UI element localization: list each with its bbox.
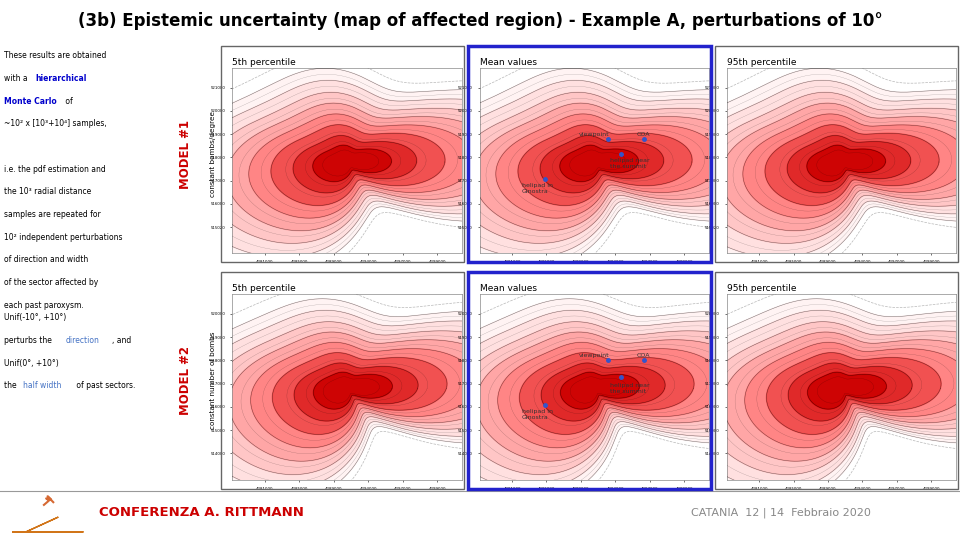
Polygon shape — [251, 342, 476, 448]
Text: of direction and width: of direction and width — [4, 255, 88, 265]
Text: , and: , and — [112, 336, 132, 345]
Text: the 10³ radial distance: the 10³ radial distance — [4, 187, 91, 197]
Text: MODEL #1: MODEL #1 — [179, 120, 192, 188]
Text: Mean values: Mean values — [479, 284, 537, 293]
Polygon shape — [540, 136, 663, 193]
Polygon shape — [476, 332, 752, 461]
Text: 5th percentile: 5th percentile — [232, 58, 297, 67]
Text: constant bombs/degree: constant bombs/degree — [210, 111, 216, 197]
Polygon shape — [518, 125, 692, 206]
Text: the: the — [4, 381, 19, 390]
Polygon shape — [406, 299, 846, 504]
Polygon shape — [207, 322, 534, 475]
Polygon shape — [788, 363, 912, 421]
Polygon shape — [495, 114, 720, 218]
Text: samples are repeated for: samples are repeated for — [4, 210, 101, 219]
Text: of: of — [63, 97, 73, 106]
Text: COA: COA — [636, 353, 650, 359]
Text: 5th percentile: 5th percentile — [232, 284, 297, 293]
Text: viewpoint: viewpoint — [579, 132, 610, 137]
Polygon shape — [560, 145, 638, 181]
Polygon shape — [787, 136, 911, 193]
Polygon shape — [273, 353, 447, 434]
Polygon shape — [180, 80, 562, 258]
Polygon shape — [313, 145, 392, 181]
Text: Mean values: Mean values — [479, 58, 537, 67]
Text: COA: COA — [636, 132, 650, 137]
Text: hierarchical: hierarchical — [36, 74, 87, 83]
Polygon shape — [159, 299, 598, 504]
Text: Unif(-10°, +10°): Unif(-10°, +10°) — [4, 313, 66, 322]
Polygon shape — [766, 353, 941, 434]
Polygon shape — [674, 80, 960, 258]
Text: each past paroxysm.: each past paroxysm. — [4, 301, 84, 310]
Polygon shape — [541, 363, 665, 421]
Polygon shape — [454, 322, 780, 475]
Polygon shape — [314, 372, 393, 409]
Text: constant number of bombs: constant number of bombs — [210, 332, 216, 429]
Polygon shape — [561, 372, 639, 409]
Polygon shape — [653, 299, 960, 504]
Polygon shape — [271, 125, 445, 206]
Polygon shape — [183, 310, 566, 489]
Polygon shape — [12, 517, 84, 532]
Polygon shape — [293, 136, 417, 193]
Text: helipad in
Ginostra: helipad in Ginostra — [521, 409, 553, 420]
Text: MODEL #2: MODEL #2 — [179, 346, 192, 415]
Polygon shape — [156, 68, 593, 272]
Polygon shape — [473, 103, 749, 231]
Polygon shape — [227, 103, 502, 231]
Text: of past sectors.: of past sectors. — [74, 381, 135, 390]
Polygon shape — [497, 342, 723, 448]
Text: half width: half width — [23, 381, 61, 390]
Polygon shape — [723, 332, 960, 461]
Polygon shape — [249, 114, 473, 218]
Text: Monte Carlo: Monte Carlo — [4, 97, 57, 106]
Text: of the sector affected by: of the sector affected by — [4, 278, 98, 287]
Polygon shape — [807, 372, 886, 409]
Polygon shape — [699, 92, 960, 244]
Text: Unif(0°, +10°): Unif(0°, +10°) — [4, 359, 59, 368]
Polygon shape — [228, 332, 505, 461]
Polygon shape — [721, 103, 960, 231]
Text: 95th percentile: 95th percentile — [727, 284, 796, 293]
Text: helipad near
the summit: helipad near the summit — [610, 383, 649, 394]
Text: direction: direction — [65, 336, 99, 345]
Text: 10² independent perturbations: 10² independent perturbations — [4, 233, 122, 242]
Polygon shape — [701, 322, 960, 475]
Polygon shape — [765, 125, 939, 206]
Polygon shape — [649, 68, 960, 272]
Polygon shape — [451, 92, 778, 244]
Polygon shape — [745, 342, 960, 448]
Text: 95th percentile: 95th percentile — [727, 58, 796, 67]
Text: helipad near
the summit: helipad near the summit — [610, 158, 649, 169]
Polygon shape — [294, 363, 418, 421]
Text: helipad in
Ginostra: helipad in Ginostra — [521, 183, 553, 194]
Polygon shape — [519, 353, 694, 434]
Text: These results are obtained: These results are obtained — [4, 51, 107, 60]
Polygon shape — [677, 310, 960, 489]
Polygon shape — [427, 80, 808, 258]
Polygon shape — [806, 145, 885, 181]
Text: CATANIA  12 | 14  Febbraio 2020: CATANIA 12 | 14 Febbraio 2020 — [691, 508, 871, 518]
Polygon shape — [402, 68, 840, 272]
Text: perturbs the: perturbs the — [4, 336, 54, 345]
Text: ~10² x [10³+10⁴] samples,: ~10² x [10³+10⁴] samples, — [4, 119, 107, 129]
Text: with a: with a — [4, 74, 30, 83]
Polygon shape — [743, 114, 960, 218]
Polygon shape — [204, 92, 530, 244]
Text: i.e. the pdf estimation and: i.e. the pdf estimation and — [4, 165, 106, 174]
Text: (3b) Epistemic uncertainty (map of affected region) - Example A, perturbations o: (3b) Epistemic uncertainty (map of affec… — [78, 12, 882, 30]
Polygon shape — [430, 310, 813, 489]
Text: viewpoint: viewpoint — [579, 353, 610, 359]
Text: CONFERENZA A. RITTMANN: CONFERENZA A. RITTMANN — [99, 507, 303, 519]
